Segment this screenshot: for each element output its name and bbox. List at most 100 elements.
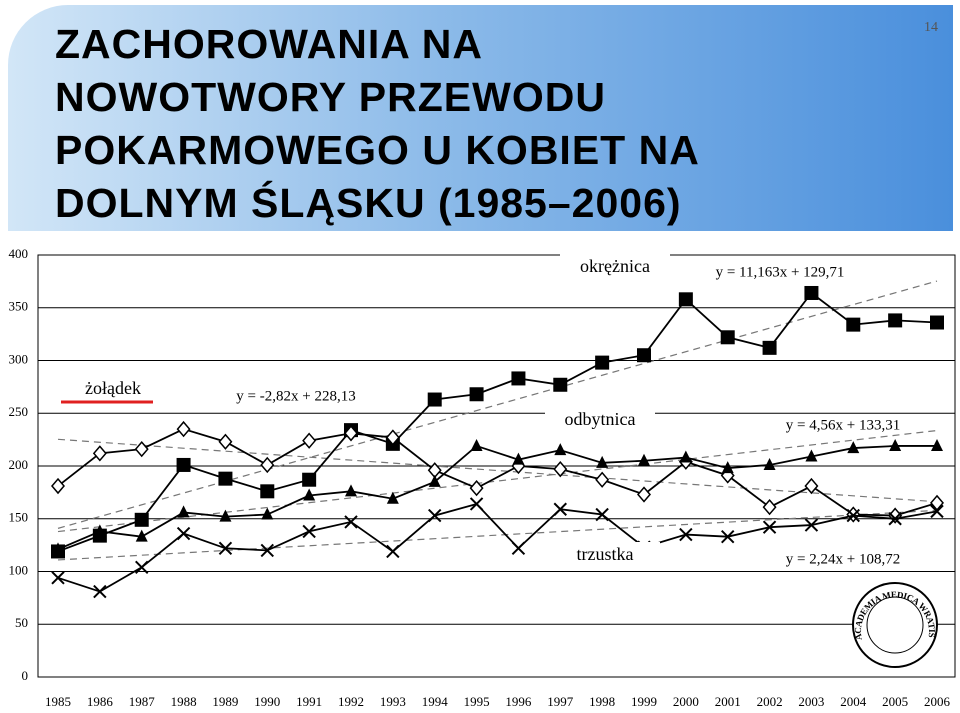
y-tick-label: 250: [9, 404, 29, 419]
marker: [595, 507, 609, 522]
marker: [302, 472, 317, 487]
x-tick-label: 2000: [673, 694, 699, 709]
marker: [846, 317, 861, 332]
marker: [51, 571, 65, 585]
marker: [804, 285, 819, 300]
x-tick-label: 1991: [296, 694, 322, 709]
marker: [386, 491, 399, 504]
marker: [93, 524, 106, 537]
marker: [805, 449, 818, 462]
marker: [176, 526, 191, 541]
marker: [596, 455, 609, 468]
marker: [804, 477, 819, 495]
marker: [218, 433, 233, 450]
x-tick-label: 1995: [464, 694, 490, 709]
marker: [260, 456, 275, 474]
marker: [553, 461, 568, 478]
y-tick-label: 400: [9, 246, 29, 261]
x-tick-label: 1987: [129, 694, 156, 709]
marker: [553, 377, 568, 392]
marker: [678, 292, 693, 307]
marker: [261, 507, 274, 520]
trend-line: [57, 280, 938, 529]
marker: [888, 512, 902, 526]
marker: [218, 541, 233, 555]
marker: [846, 508, 860, 523]
x-tick-label: 1994: [422, 694, 449, 709]
series-line: [57, 502, 938, 593]
series-label: trzustka: [577, 544, 634, 564]
marker: [720, 330, 735, 345]
x-tick-label: 1989: [212, 694, 238, 709]
marker: [762, 340, 777, 355]
marker: [176, 457, 191, 472]
marker: [804, 518, 819, 532]
marker: [762, 498, 777, 516]
marker: [930, 315, 944, 330]
marker: [679, 527, 693, 542]
x-tick-label: 2001: [715, 694, 741, 709]
marker: [721, 529, 735, 544]
marker: [219, 509, 232, 522]
x-tick-label: 1996: [505, 694, 532, 709]
trend-equation: y = 4,56x + 133,31: [786, 417, 900, 433]
title-line: ZACHOROWANIA NA: [55, 21, 484, 67]
series-label: żołądek: [85, 378, 141, 398]
marker: [134, 440, 149, 458]
marker: [763, 457, 776, 470]
marker: [930, 494, 944, 512]
y-tick-label: 100: [9, 562, 29, 577]
x-tick-label: 1992: [338, 694, 364, 709]
marker: [470, 438, 483, 451]
marker: [385, 429, 400, 446]
trend-equation: y = 2,24x + 108,72: [786, 551, 900, 567]
series: [51, 420, 944, 524]
x-tick-label: 1998: [589, 694, 615, 709]
header-band: [8, 5, 953, 231]
slide-title: ZACHOROWANIA NA NOWOTWORY PRZEWODU POKARMO…: [55, 18, 700, 230]
series-line: [57, 291, 938, 553]
label-bg: [560, 254, 670, 282]
title-line: DOLNYM ŚLĄSKU (1985–2006): [55, 180, 682, 226]
x-tick-label: 1997: [547, 694, 574, 709]
marker: [930, 504, 944, 519]
marker: [511, 371, 526, 386]
marker: [260, 484, 275, 499]
marker: [344, 425, 358, 442]
trend-equation: y = 11,163x + 129,71: [716, 264, 845, 280]
x-tick-label: 2006: [924, 694, 951, 709]
marker: [345, 484, 357, 497]
logo-ring: [852, 582, 938, 668]
label-bg: [550, 542, 660, 570]
y-tick-label: 0: [22, 668, 29, 683]
series-line: [57, 444, 937, 551]
trend-line: [57, 509, 938, 561]
page-number: 14: [924, 20, 938, 35]
marker: [637, 486, 651, 503]
logo-inner: [866, 596, 924, 654]
marker: [512, 452, 525, 465]
series-label: odbytnica: [565, 409, 636, 429]
marker: [135, 529, 148, 542]
marker: [52, 542, 64, 555]
label-bg: [545, 407, 655, 435]
y-tick-label: 150: [9, 510, 29, 525]
label-bg: [58, 376, 168, 404]
x-tick-label: 1993: [380, 694, 406, 709]
x-tick-label: 1986: [87, 694, 114, 709]
marker: [888, 313, 903, 328]
marker: [303, 488, 316, 501]
series-line: [57, 428, 938, 517]
marker: [553, 502, 567, 516]
x-tick-label: 1990: [254, 694, 280, 709]
marker: [93, 584, 107, 599]
marker: [344, 515, 358, 529]
marker: [302, 524, 316, 539]
x-tick-label: 2005: [882, 694, 908, 709]
marker: [134, 512, 149, 527]
marker: [511, 541, 526, 555]
marker: [386, 544, 400, 559]
marker: [260, 543, 274, 558]
marker: [177, 505, 190, 518]
